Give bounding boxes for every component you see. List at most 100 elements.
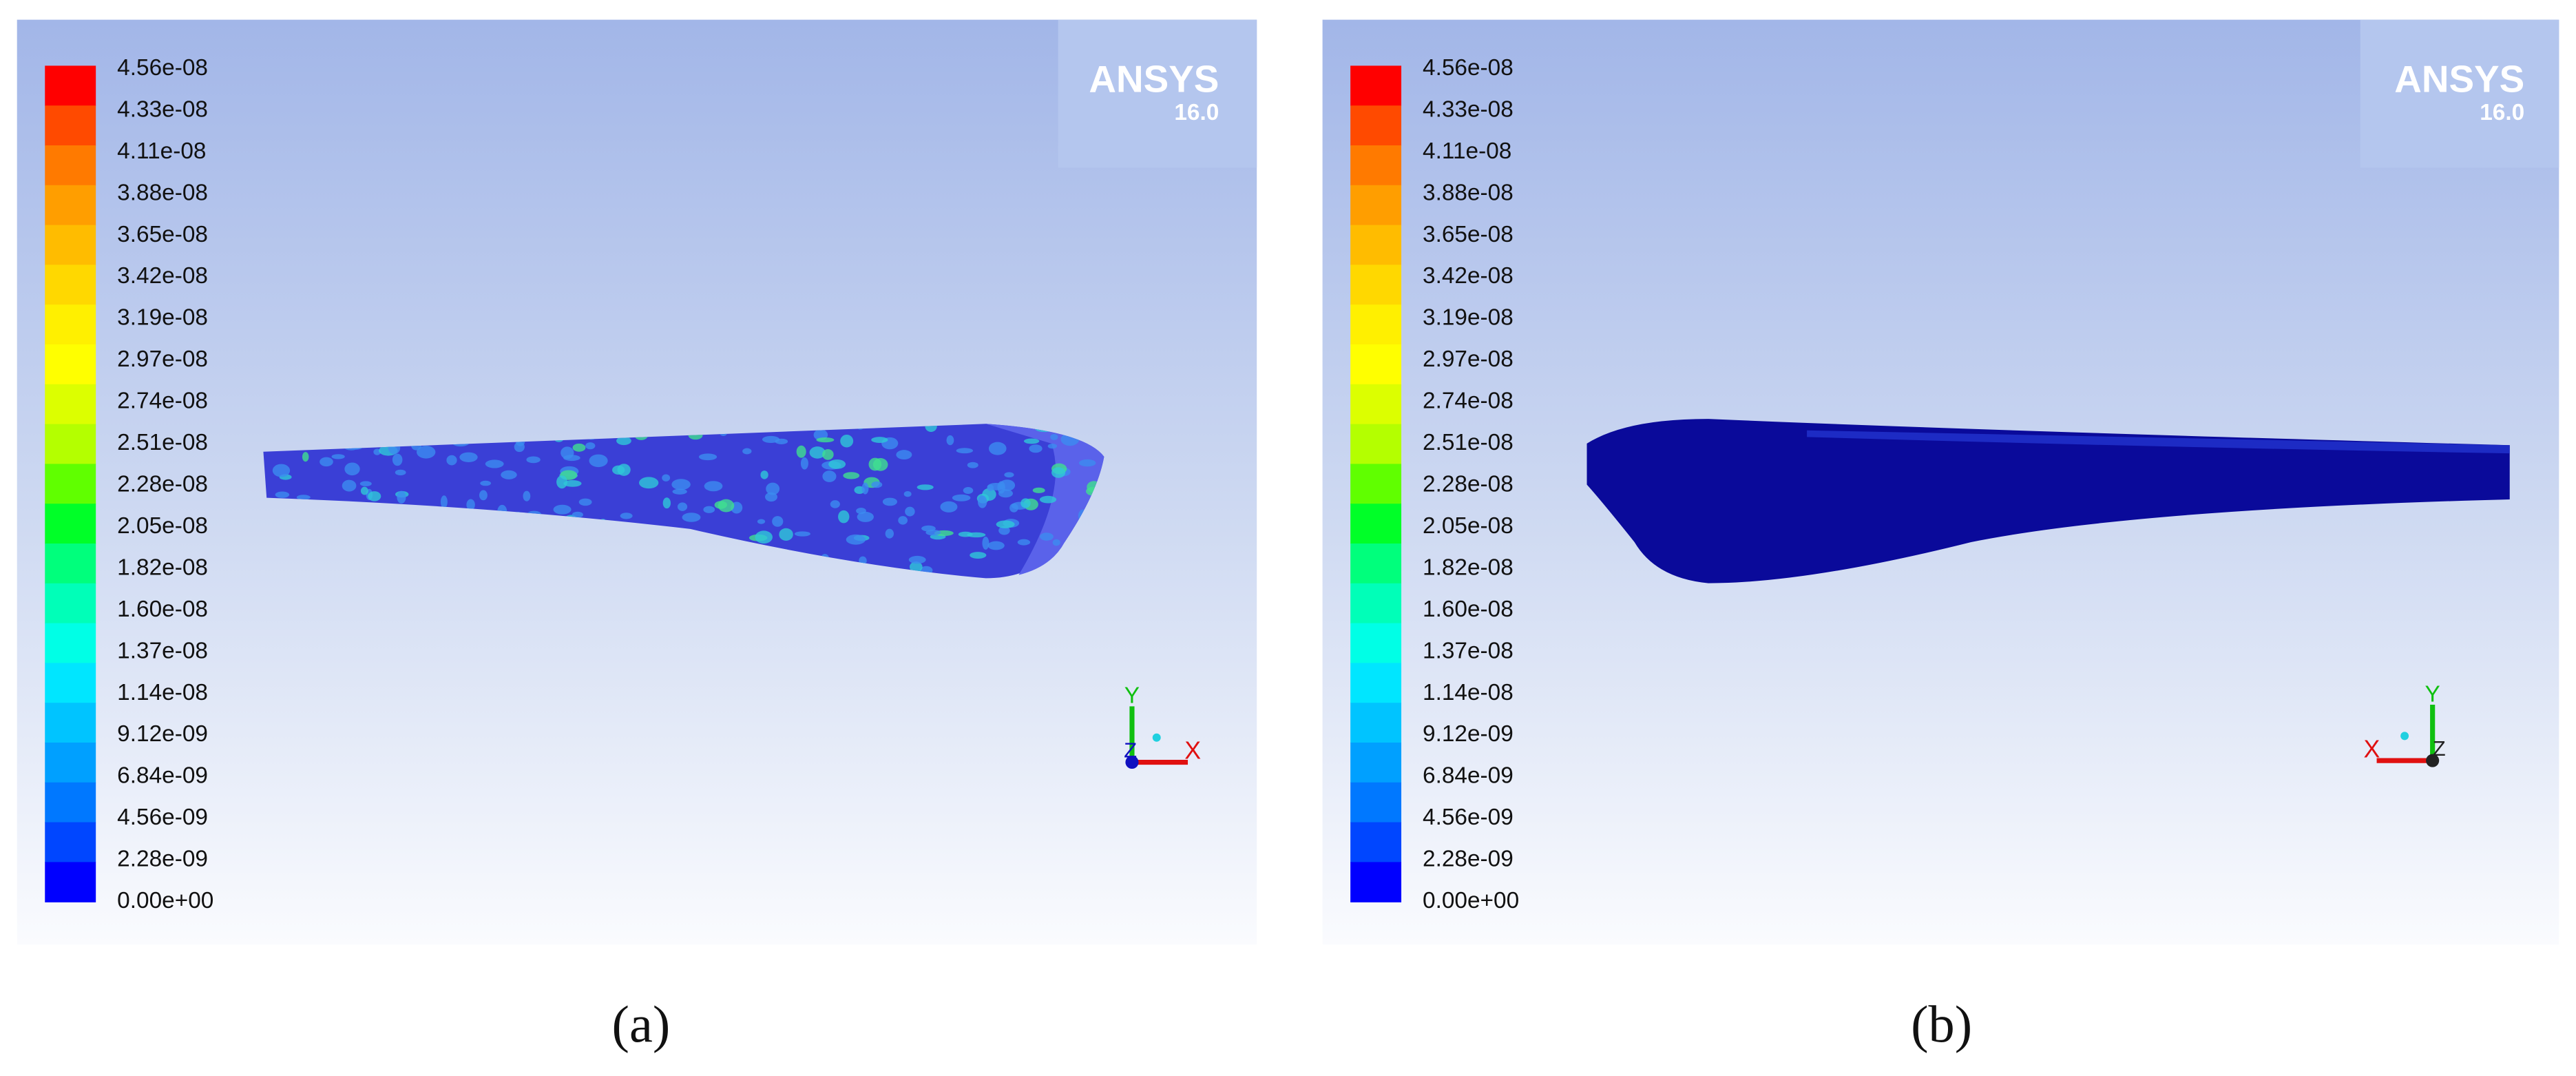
colorbar-swatch [45,663,96,703]
speckle [846,534,866,545]
colorbar-label: 9.12e-09 [117,721,208,747]
speckle [822,470,837,482]
colorbar-label: 3.42e-08 [117,263,208,289]
speckle [762,435,780,443]
colorbar-swatch [45,265,96,305]
colorbar-swatch [1350,424,1402,465]
colorbar-swatch [1350,65,1402,106]
triad-dot [2400,732,2409,741]
speckle [946,435,954,446]
logo-name: ANSYS [2394,58,2524,101]
speckle [553,504,572,515]
axis-label: Z [1124,738,1137,762]
colorbar-label: 3.19e-08 [117,305,208,331]
speckle [903,490,912,497]
colorbar-swatch [45,105,96,146]
speckle [514,442,525,453]
colorbar-swatch [1350,623,1402,664]
speckle [857,511,874,522]
speckle [766,482,780,495]
colorbar-label: 0.00e+00 [1423,888,1519,913]
speckle [779,528,793,541]
logo-box [2360,19,2559,168]
colorbar-label: 6.84e-09 [117,763,208,789]
speckle [320,457,333,467]
speckle [987,541,1005,550]
colorbar-swatch [1350,743,1402,783]
colorbar-swatch [1350,265,1402,305]
axis-label: Y [1124,683,1140,709]
speckle [1052,539,1060,546]
colorbar-swatch [1350,544,1402,584]
colorbar-swatch [45,145,96,186]
speckle [718,499,735,513]
speckle [956,448,974,454]
colorbar-label: 1.37e-08 [1423,638,1514,663]
colorbar-swatch [45,304,96,345]
colorbar-label: 2.97e-08 [1423,346,1514,372]
colorbar-swatch [1350,304,1402,345]
colorbar-swatch [1350,862,1402,902]
speckle [908,555,926,564]
speckle [485,459,504,468]
colorbar-label: 3.42e-08 [1423,263,1514,289]
colorbar-swatch [45,225,96,266]
speckle [882,497,898,506]
speckle [572,443,586,452]
speckle [822,448,834,460]
colorbar-label: 0.00e+00 [117,888,213,913]
colorbar-label: 2.28e-08 [117,472,208,497]
colorbar-swatch [45,703,96,743]
speckle [838,510,850,524]
speckle [909,561,923,572]
speckle [704,481,723,492]
speckle [840,434,854,448]
speckle [809,446,826,459]
colorbar-swatch [1350,225,1402,266]
colorbar-swatch [45,65,96,106]
colorbar-label: 2.28e-09 [1423,847,1514,872]
colorbar-swatch [1350,663,1402,703]
colorbar-label: 1.14e-08 [117,680,208,705]
speckle [1039,495,1057,504]
speckle [760,470,768,479]
speckle [617,464,631,476]
colorbar-swatch [1350,504,1402,544]
speckle [871,437,888,443]
blade [1587,419,2510,583]
speckle [585,442,596,450]
speckle [800,457,808,470]
colorbar-swatch [45,464,96,504]
triad-dot [1152,733,1161,742]
colorbar-label: 2.97e-08 [117,346,208,372]
speckle [1029,444,1043,453]
colorbar-label: 1.82e-08 [1423,555,1514,580]
colorbar-label: 4.56e-08 [117,55,208,81]
speckle [898,516,908,525]
colorbar-label: 4.33e-08 [117,96,208,122]
colorbar-swatch [1350,145,1402,186]
speckle [480,480,492,486]
speckle [1023,438,1040,444]
speckle [1017,539,1031,546]
colorbar-swatch [1350,782,1402,823]
speckle [940,501,958,513]
colorbar-swatch [45,862,96,902]
speckle [397,490,406,504]
colorbar-label: 1.37e-08 [117,638,208,663]
speckle [662,497,671,509]
speckle [1051,467,1066,478]
colorbar-label: 1.60e-08 [117,597,208,622]
colorbar-label: 4.33e-08 [1423,96,1514,122]
speckle [861,482,869,495]
speckle [871,481,883,488]
speckle [368,491,381,501]
blade [263,424,1104,579]
colorbar-swatch [1350,344,1402,385]
speckle [755,530,773,544]
speckle [1078,459,1096,467]
colorbar-label: 4.56e-09 [117,805,208,830]
colorbar-label: 2.28e-08 [1423,472,1514,497]
colorbar-swatch [45,544,96,584]
